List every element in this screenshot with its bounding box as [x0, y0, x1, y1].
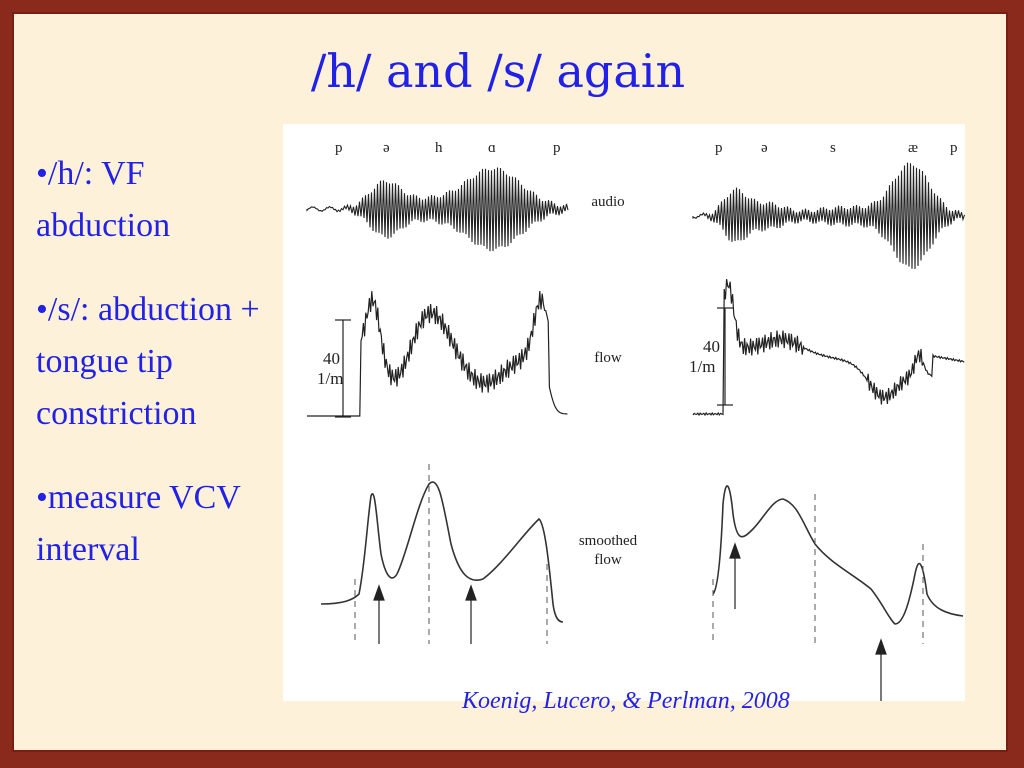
phoneme-label: ə — [383, 140, 390, 156]
right-flow-trace — [692, 279, 965, 417]
row-label-audio: audio — [591, 194, 624, 210]
left-phoneme-labels: p ə h ɑ p — [335, 140, 561, 156]
left-flow-trace — [307, 291, 568, 417]
phoneme-label: æ — [908, 140, 918, 156]
row-label-smoothed-flow: flow — [594, 552, 622, 568]
phoneme-label: p — [553, 140, 561, 156]
right-audio-trace — [692, 162, 965, 270]
scale-value: 40 — [703, 337, 720, 356]
vcv-dashed-lines — [354, 464, 924, 644]
right-smoothed-flow-curve — [712, 485, 964, 625]
slide-title: /h/ and /s/ again — [310, 44, 686, 98]
row-label-smoothed: smoothed — [579, 533, 638, 549]
citation: Koenig, Lucero, & Perlman, 2008 — [462, 688, 790, 714]
bullet-s-constriction: •/s/: abduction + tongue tip constrictio… — [36, 291, 260, 432]
waveform-figure: p ə h ɑ p p ə s æ p audio flow smoothed … — [283, 124, 965, 701]
phoneme-label: ə — [761, 140, 768, 156]
right-phoneme-labels: p ə s æ p — [715, 140, 958, 156]
left-audio-trace — [306, 167, 569, 252]
measurement-arrows — [373, 542, 887, 701]
scale-unit: 1/m — [689, 357, 715, 376]
scale-value: 40 — [323, 349, 340, 368]
left-smoothed-flow-curve — [320, 481, 564, 623]
phoneme-label: p — [950, 140, 958, 156]
row-label-flow: flow — [594, 350, 622, 366]
bullet-measure-vcv: •measure VCV interval — [36, 479, 241, 568]
right-scale-bar — [717, 307, 733, 406]
phoneme-label: ɑ — [488, 140, 496, 156]
left-scale-bar — [335, 319, 351, 418]
phoneme-label: p — [335, 140, 343, 156]
scale-unit: 1/m — [317, 369, 343, 388]
bullet-list: •/h/: VF abduction •/s/: abduction + ton… — [36, 148, 286, 608]
phoneme-label: s — [830, 140, 836, 156]
phoneme-label: p — [715, 140, 723, 156]
waveform-traces — [306, 162, 965, 417]
bullet-vf-abduction: •/h/: VF abduction — [36, 155, 171, 244]
phoneme-label: h — [435, 140, 443, 156]
